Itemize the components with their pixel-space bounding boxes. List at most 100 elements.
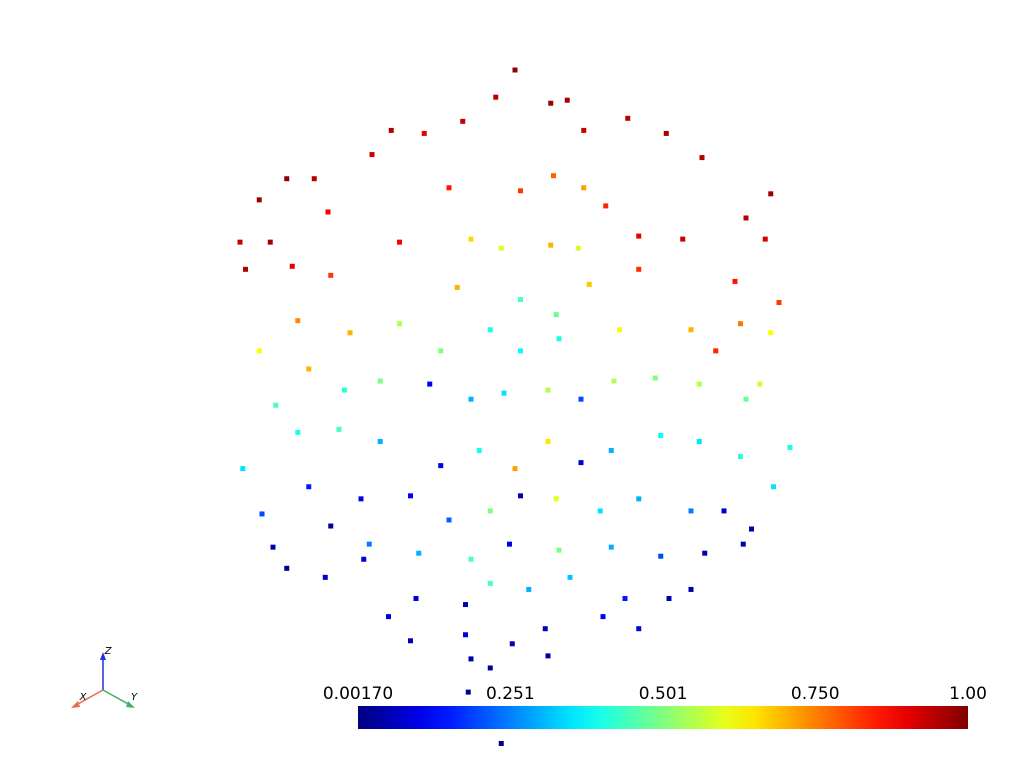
point bbox=[366, 541, 372, 547]
point bbox=[421, 130, 427, 136]
point bbox=[284, 176, 290, 182]
point bbox=[463, 632, 468, 638]
point bbox=[740, 541, 746, 547]
y-arrow bbox=[126, 701, 135, 708]
point bbox=[512, 466, 518, 472]
point bbox=[446, 185, 452, 191]
point bbox=[776, 300, 782, 306]
point bbox=[256, 348, 262, 354]
point bbox=[358, 496, 364, 502]
point bbox=[738, 454, 743, 460]
point bbox=[636, 266, 642, 272]
point bbox=[463, 602, 468, 608]
point bbox=[556, 547, 562, 553]
point bbox=[578, 396, 584, 402]
point bbox=[600, 614, 606, 620]
point bbox=[688, 586, 694, 592]
point bbox=[454, 284, 460, 290]
point bbox=[696, 438, 702, 444]
colorbar-tick-label: 0.251 bbox=[486, 684, 535, 704]
point bbox=[501, 390, 507, 396]
point bbox=[732, 278, 738, 284]
point bbox=[702, 550, 708, 556]
x-arrow bbox=[71, 701, 80, 708]
point bbox=[273, 402, 279, 408]
point bbox=[666, 596, 672, 601]
point bbox=[377, 438, 383, 444]
colorbar-tick-label: 1.00 bbox=[949, 684, 987, 704]
point bbox=[518, 348, 523, 354]
point bbox=[295, 318, 301, 324]
point bbox=[663, 130, 669, 136]
point bbox=[256, 197, 262, 203]
point bbox=[738, 321, 743, 327]
point bbox=[771, 484, 776, 490]
point bbox=[680, 236, 686, 242]
point bbox=[636, 233, 642, 239]
colorbar-ticks: 0.00170 0.251 0.501 0.750 1.00 bbox=[323, 684, 987, 704]
point bbox=[743, 215, 749, 221]
point bbox=[468, 556, 474, 562]
colorbar-tick-label: 0.00170 bbox=[323, 684, 393, 704]
point bbox=[413, 596, 419, 601]
y-axis bbox=[102, 689, 131, 706]
colorbar-tick-label: 0.750 bbox=[791, 684, 840, 704]
point bbox=[438, 463, 444, 469]
point bbox=[468, 396, 474, 402]
point bbox=[240, 466, 246, 472]
point bbox=[438, 348, 444, 354]
point bbox=[487, 327, 493, 333]
point bbox=[597, 508, 603, 514]
point bbox=[608, 544, 614, 550]
point bbox=[586, 281, 592, 287]
point bbox=[551, 173, 556, 179]
point bbox=[617, 327, 622, 333]
point bbox=[518, 297, 523, 303]
point bbox=[259, 511, 265, 517]
point bbox=[762, 236, 768, 242]
point bbox=[243, 266, 248, 272]
point bbox=[622, 596, 628, 601]
point bbox=[487, 580, 493, 586]
point bbox=[518, 188, 523, 194]
point bbox=[328, 272, 334, 278]
point bbox=[369, 152, 375, 158]
point bbox=[408, 493, 413, 499]
point bbox=[608, 448, 614, 454]
point bbox=[518, 493, 523, 499]
point bbox=[509, 641, 515, 647]
point bbox=[388, 127, 394, 133]
point bbox=[556, 336, 562, 342]
point bbox=[408, 638, 413, 644]
point bbox=[311, 176, 317, 182]
point bbox=[688, 508, 694, 514]
point bbox=[487, 665, 493, 671]
point bbox=[603, 203, 609, 209]
point bbox=[507, 541, 512, 547]
colorbar-tick-label: 0.501 bbox=[639, 684, 688, 704]
orientation-axes: X Y Z bbox=[71, 646, 138, 708]
point bbox=[468, 236, 474, 242]
x-axis-label: X bbox=[79, 692, 88, 703]
point bbox=[361, 556, 367, 562]
point bbox=[397, 239, 402, 245]
point bbox=[581, 127, 587, 133]
point bbox=[553, 496, 559, 502]
point bbox=[699, 155, 705, 161]
point bbox=[768, 330, 774, 336]
point bbox=[498, 740, 504, 746]
point bbox=[237, 239, 243, 245]
point bbox=[377, 378, 383, 384]
point bbox=[493, 94, 499, 100]
point bbox=[581, 185, 587, 191]
point bbox=[713, 348, 719, 354]
point bbox=[325, 209, 331, 215]
point bbox=[487, 508, 493, 514]
point bbox=[512, 67, 518, 73]
z-arrow bbox=[100, 652, 106, 660]
point bbox=[342, 387, 347, 393]
point bbox=[749, 526, 754, 532]
point bbox=[548, 242, 554, 248]
